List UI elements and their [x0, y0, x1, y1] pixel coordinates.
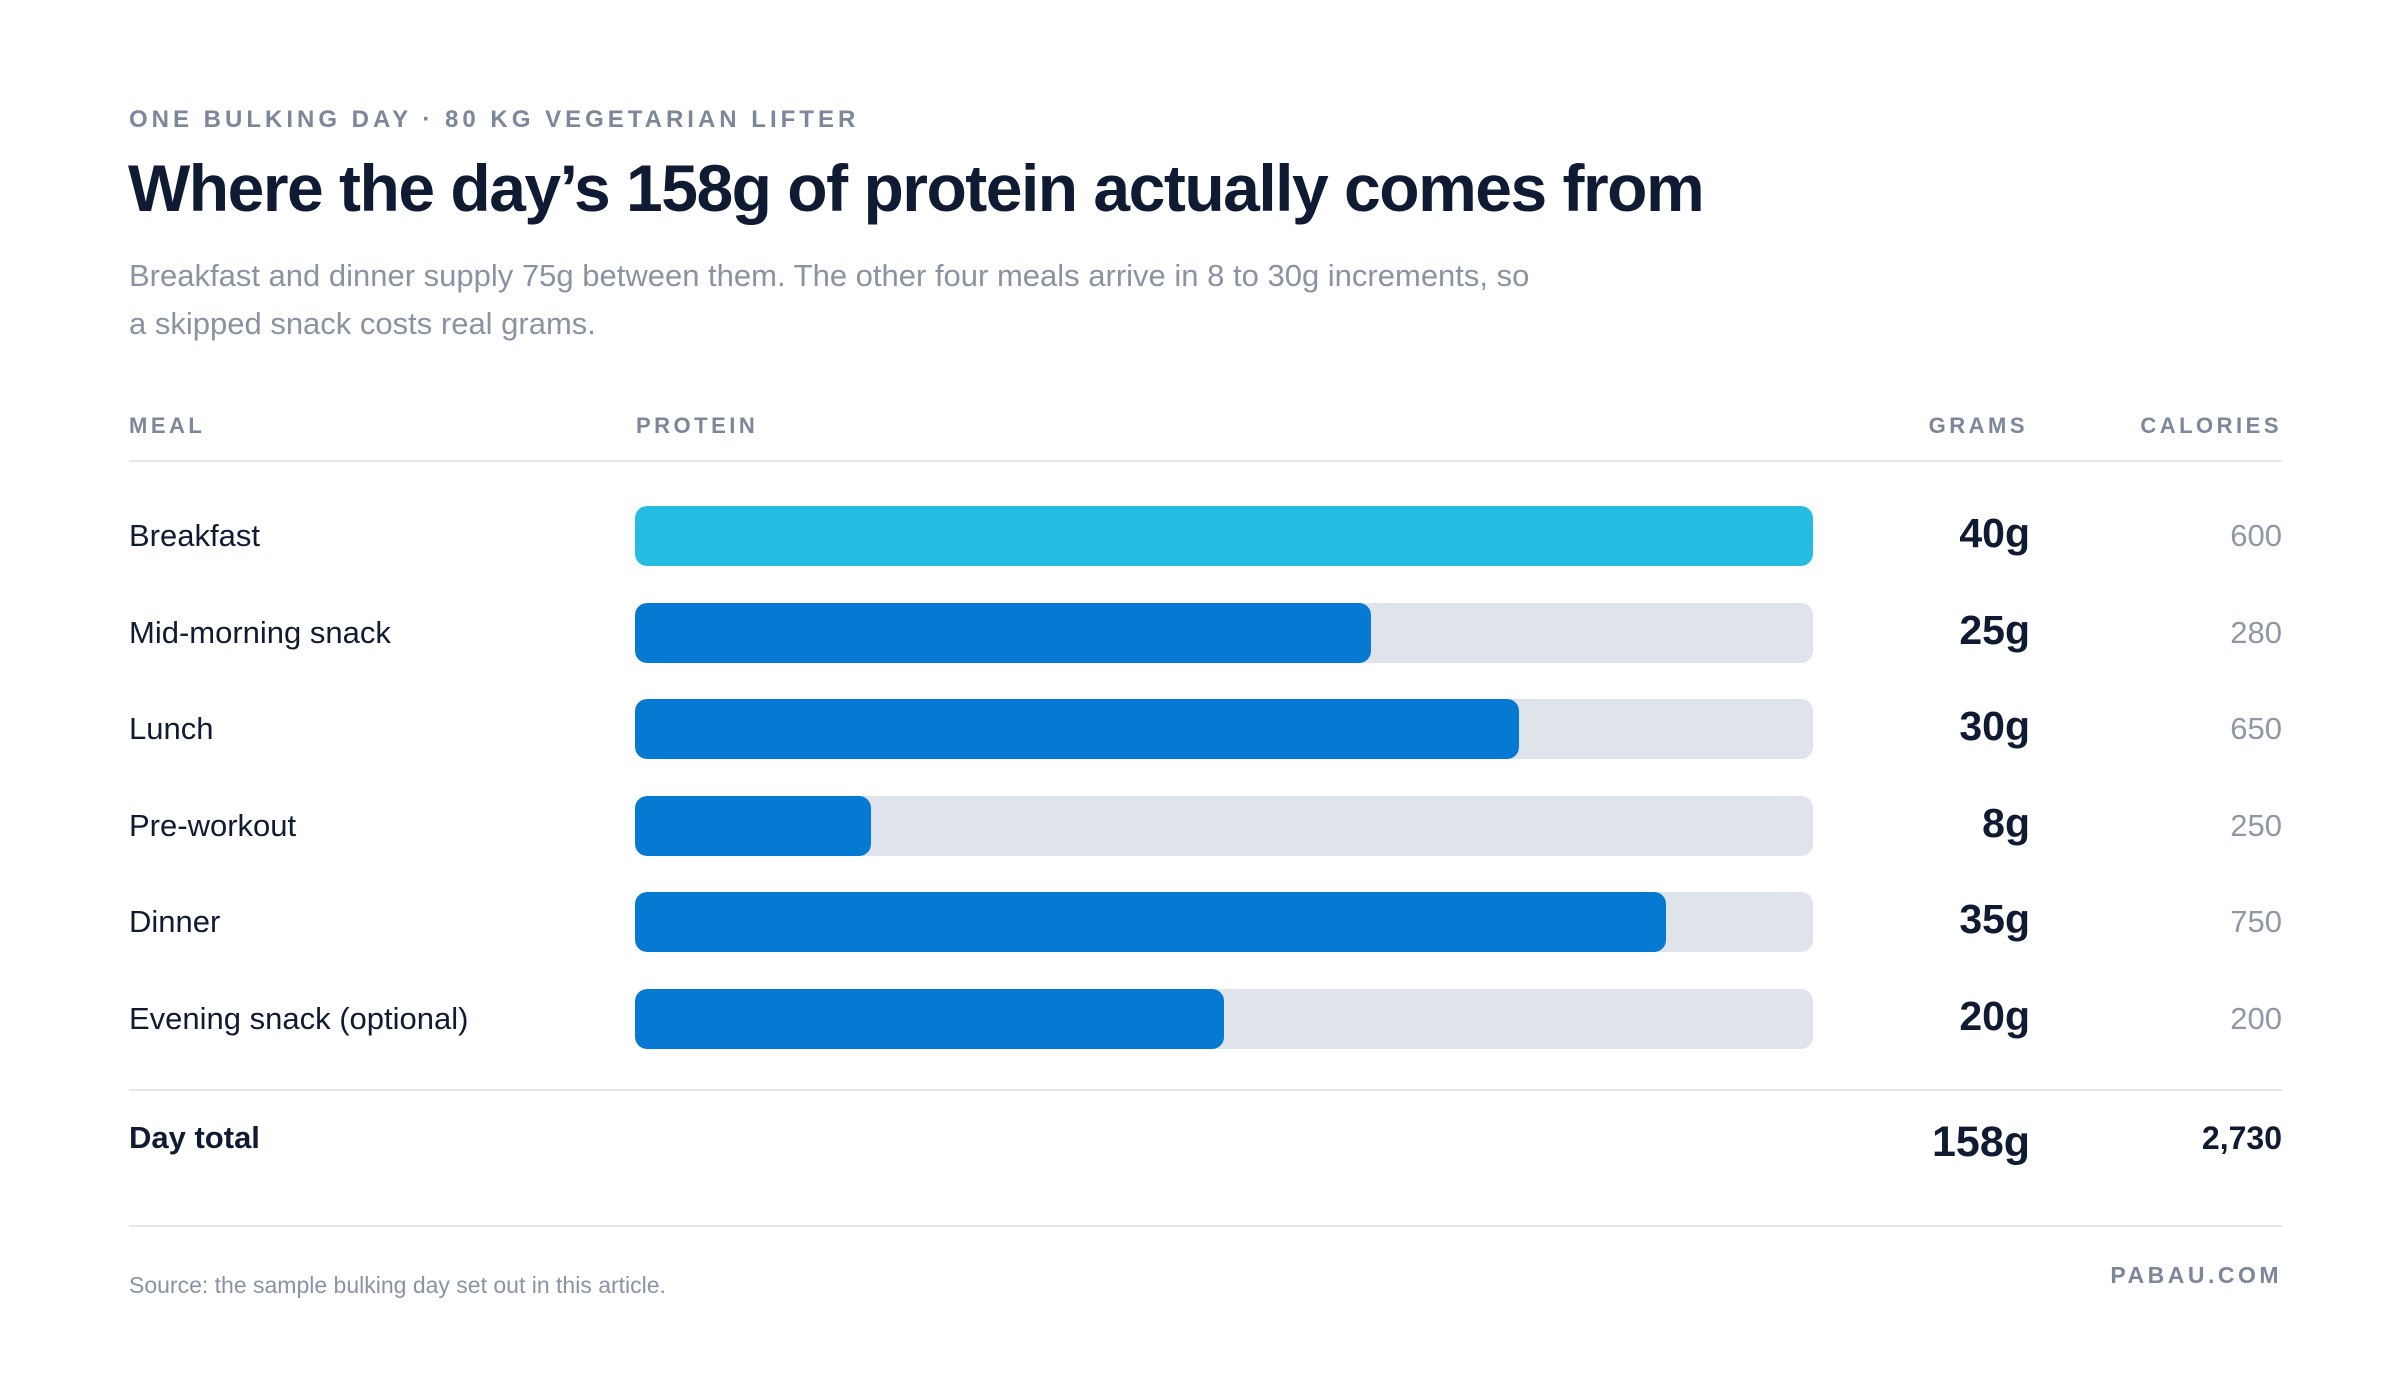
protein-bar — [635, 699, 1519, 759]
column-header-grams: GRAMS — [1928, 413, 2028, 438]
calories-value: 280 — [2230, 614, 2282, 650]
grams-value: 35g — [1959, 896, 2030, 942]
meal-label: Pre-workout — [129, 807, 297, 843]
chart-subtitle: Breakfast and dinner supply 75g between … — [129, 258, 1530, 341]
grams-value: 8g — [1982, 799, 2030, 846]
calories-value: 650 — [2230, 711, 2282, 746]
grams-value: 20g — [1959, 992, 2030, 1039]
chart-title: Where the day’s 158g of protein actually… — [128, 151, 1705, 225]
bar-track — [635, 699, 1813, 759]
total-rule — [129, 1089, 2282, 1091]
source-note: Source: the sample bulking day set out i… — [129, 1272, 666, 1298]
grams-value: 25g — [1959, 606, 2030, 653]
meal-label: Mid-morning snack — [129, 614, 391, 650]
calories-value: 750 — [2230, 904, 2282, 939]
bar-track — [635, 988, 1813, 1049]
bar-track — [635, 892, 1813, 952]
brand-mark: PABAU.COM — [2110, 1262, 2282, 1288]
bar-track — [635, 506, 1813, 566]
footer-rule — [129, 1225, 2282, 1227]
meal-label: Lunch — [129, 711, 214, 746]
calories-value: 200 — [2230, 1000, 2282, 1036]
bar-track — [635, 795, 1813, 856]
calories-value: 600 — [2230, 518, 2282, 553]
column-header-calories: CALORIES — [2140, 413, 2282, 438]
total-grams: 158g — [1931, 1118, 2030, 1166]
total-label: Day total — [129, 1120, 260, 1155]
header-rule — [129, 460, 2282, 462]
bar-track — [635, 602, 1813, 663]
grams-value: 40g — [1959, 510, 2030, 556]
meal-label: Dinner — [129, 904, 221, 939]
total-calories: 2,730 — [2201, 1120, 2282, 1156]
protein-bar — [635, 602, 1372, 663]
eyebrow: ONE BULKING DAY · 80 KG VEGETARIAN LIFTE… — [129, 106, 860, 133]
protein-bar — [635, 506, 1813, 566]
meal-label: Evening snack (optional) — [129, 1000, 469, 1036]
grams-value: 30g — [1959, 703, 2030, 749]
protein-bar — [635, 892, 1666, 952]
protein-bar — [635, 795, 871, 856]
calories-value: 250 — [2230, 807, 2282, 843]
protein-bar — [635, 988, 1224, 1049]
column-header-meal: MEAL — [129, 413, 206, 438]
column-header-protein: PROTEIN — [636, 413, 759, 438]
meal-label: Breakfast — [129, 518, 260, 553]
